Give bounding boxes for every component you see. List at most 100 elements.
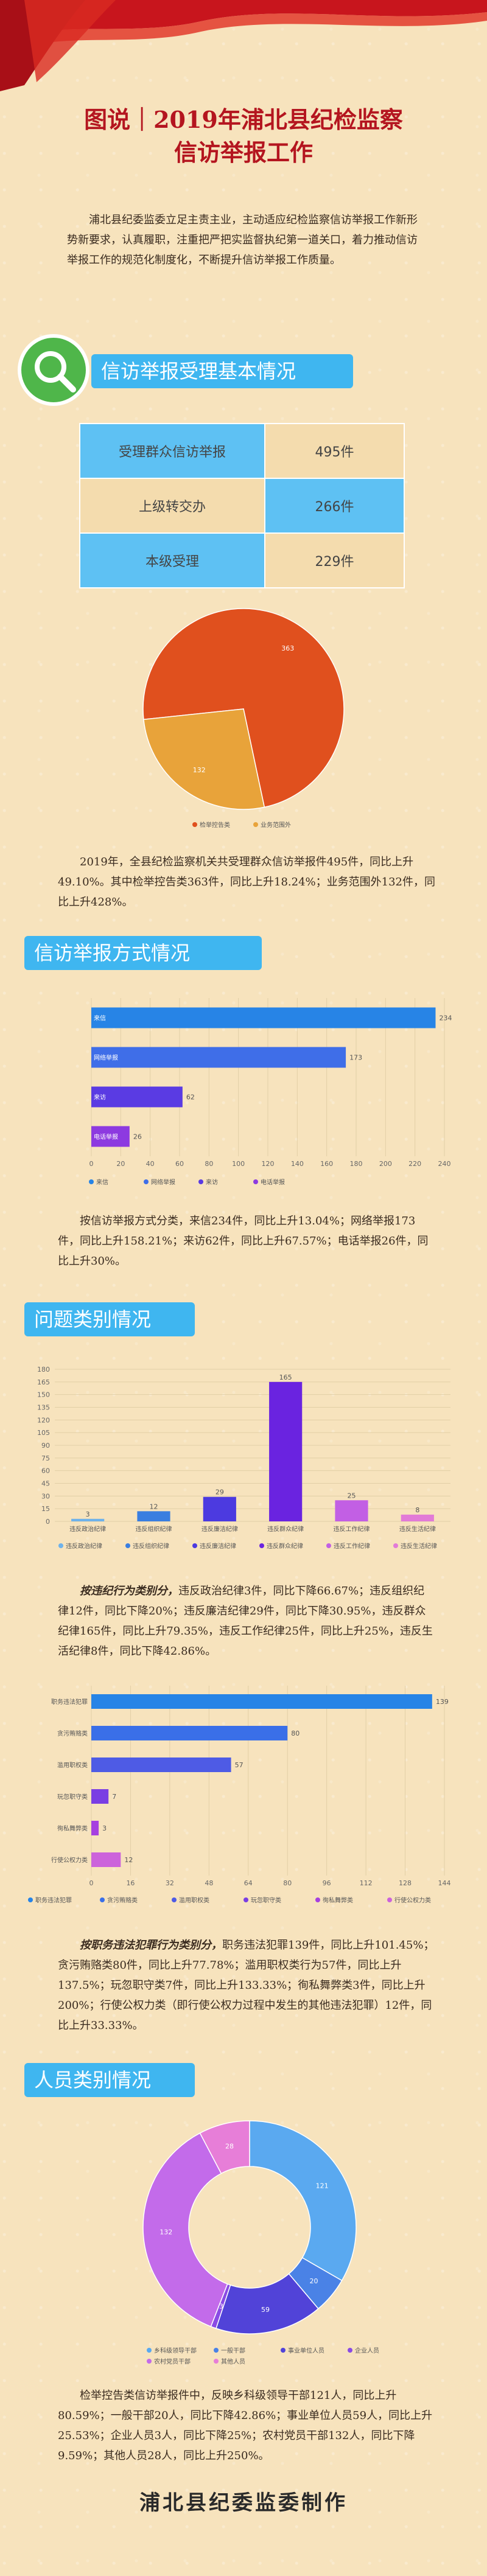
tick-label: 112 [360, 1879, 373, 1887]
personnel-donut-chart: 121 20 59 3 132 28 乡科级领导干部 一般干部 事业单位人员 企业人员农村党员干部… [142, 2120, 379, 2365]
data-label: 20 [309, 2277, 318, 2285]
legend-marker [192, 822, 197, 827]
legend-label: 业务范围外 [261, 821, 291, 829]
bar [91, 1726, 288, 1740]
tick-label: 0 [89, 1879, 94, 1887]
legend-marker [147, 2348, 152, 2353]
tick-label: 40 [146, 1160, 155, 1168]
tick-label: 75 [41, 1454, 50, 1462]
tick-label: 45 [41, 1480, 50, 1488]
tick-label: 0 [46, 1518, 50, 1526]
legend-marker [58, 1543, 63, 1548]
data-label: 3 [102, 1824, 107, 1832]
legend-marker [125, 1543, 130, 1548]
tick-label: 80 [205, 1160, 213, 1168]
data-label: 3 [86, 1510, 90, 1518]
table-cell-label: 本级受理 [79, 532, 265, 588]
category-label: 违反生活纪律 [399, 1525, 436, 1533]
legend-label: 其他人员 [221, 2358, 245, 2365]
section-title: 信访举报方式情况 [34, 941, 191, 965]
tick-label: 105 [37, 1429, 50, 1437]
data-label: 80 [291, 1730, 300, 1737]
crime-category-bar-chart: 0 16 32 48 64 80 96 112 128 144 职务违法犯罪 139 贪污贿赂类 80 滥用… [28, 1686, 451, 1904]
legend-marker [144, 1179, 149, 1184]
legend-label: 电话举报 [261, 1178, 285, 1186]
tick-label: 60 [41, 1467, 50, 1475]
table-cell-label: 上级转交办 [79, 478, 265, 534]
legend-marker [172, 1897, 177, 1902]
legend-marker [89, 1179, 94, 1184]
data-label: 363 [281, 644, 294, 652]
table-cell-value: 495件 [264, 423, 405, 479]
tick-label: 80 [283, 1879, 292, 1887]
data-label: 25 [348, 1492, 356, 1499]
footer-credit: 浦北县纪委监委制作 [139, 2491, 348, 2515]
legend-label: 违反生活纪律 [401, 1542, 437, 1550]
table-row: 本级受理 229件 [79, 532, 405, 588]
section-banner-method: 信访举报方式情况 [24, 936, 262, 970]
crime-text: 职务违法犯罪139件，同比上升101.45%；贪污贿赂类80件，同比上升77.7… [58, 1939, 435, 2032]
category-paragraph: 按违纪行为类别分，违反政治纪律3件，同比下降66.67%；违反组织纪律12件，同… [58, 1581, 435, 1661]
legend-label: 职务违法犯罪 [35, 1896, 72, 1904]
data-label: 12 [124, 1856, 133, 1864]
legend-label: 违反组织纪律 [133, 1542, 169, 1550]
violation-category-bar-chart: 0 15 30 45 60 75 90 105 120 135 150 165 180 3 违反政治纪律 12… [37, 1366, 450, 1550]
tick-label: 48 [205, 1879, 213, 1887]
section-title: 信访举报受理基本情况 [101, 360, 296, 383]
tick-label: 128 [399, 1879, 412, 1887]
data-label: 3 [219, 2302, 223, 2310]
tick-label: 150 [37, 1391, 50, 1399]
basic-paragraph: 2019年，全县纪检监察机关共受理群众信访举报件495件，同比上升49.10%。… [58, 856, 435, 909]
legend-marker [326, 1543, 331, 1548]
data-label: 28 [225, 2143, 234, 2151]
data-label: 132 [193, 766, 206, 774]
data-label: 62 [186, 1094, 195, 1101]
category-label: 贪污贿赂类 [57, 1730, 88, 1737]
intro-paragraph: 浦北县纪委监委立足主责主业，主动适应纪检监察信访举报工作新形势新要求，认真履职，… [67, 214, 418, 267]
bar [91, 1047, 346, 1068]
category-label: 徇私舞弊类 [57, 1824, 88, 1832]
legend-label: 检举控告类 [200, 821, 230, 829]
legend-marker [198, 1179, 203, 1184]
tick-label: 135 [37, 1404, 50, 1412]
section-banner-category: 问题类别情况 [24, 1302, 195, 1336]
section-title: 问题类别情况 [34, 1308, 152, 1331]
data-label: 7 [112, 1793, 116, 1801]
legend-marker [315, 1897, 320, 1902]
legend-label: 贪污贿赂类 [107, 1896, 138, 1904]
tick-label: 30 [41, 1492, 50, 1500]
category-label: 电话举报 [94, 1133, 118, 1141]
legend-label: 来访 [206, 1179, 218, 1186]
legend-label: 违反政治纪律 [66, 1542, 102, 1550]
legend-marker [281, 2348, 286, 2353]
category-label: 职务违法犯罪 [51, 1698, 88, 1706]
tick-label: 180 [350, 1160, 363, 1168]
basic-stats-table: 受理群众信访举报 495件 上级转交办 266件 本级受理 229件 [79, 423, 405, 588]
bar [91, 1126, 130, 1147]
legend-label: 玩忽职守类 [251, 1896, 281, 1904]
tick-label: 140 [291, 1160, 304, 1168]
legend-label: 网络举报 [151, 1178, 175, 1186]
category-text: 违反政治纪律3件，同比下降66.67%；违反组织纪律12件，同比下降20%；违反… [58, 1585, 433, 1658]
legend-label: 徇私舞弊类 [323, 1896, 353, 1904]
tick-label: 20 [116, 1160, 125, 1168]
bar [91, 1821, 99, 1835]
data-label: 57 [235, 1761, 244, 1769]
legend-label: 事业单位人员 [288, 2347, 324, 2354]
data-label: 12 [150, 1503, 158, 1510]
pie-slice [199, 2120, 250, 2174]
legend-marker [253, 822, 258, 827]
table-row: 受理群众信访举报 495件 [79, 423, 405, 479]
section-title: 人员类别情况 [34, 2068, 152, 2092]
personnel-paragraph: 检举控告类信访举报件中，反映乡科级领导干部121人，同比上升80.59%；一般干… [58, 2389, 433, 2462]
tick-label: 160 [320, 1160, 333, 1168]
pie-slice [142, 608, 345, 808]
bar [137, 1511, 170, 1521]
legend-label: 违反群众纪律 [267, 1542, 303, 1550]
section-banner-personnel: 人员类别情况 [24, 2063, 195, 2097]
data-label: 165 [279, 1374, 292, 1381]
data-label: 234 [440, 1014, 452, 1022]
tick-label: 15 [41, 1505, 50, 1513]
bar [91, 1694, 432, 1709]
